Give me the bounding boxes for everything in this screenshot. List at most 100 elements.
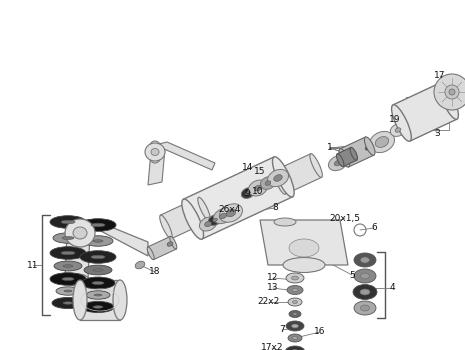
Ellipse shape [62,237,74,239]
Ellipse shape [293,313,297,315]
Ellipse shape [360,273,370,279]
Ellipse shape [65,219,95,247]
Ellipse shape [80,251,116,263]
Ellipse shape [273,170,286,194]
Polygon shape [183,157,292,239]
Text: 4: 4 [389,284,395,293]
Text: 18: 18 [149,267,161,276]
Text: 14: 14 [242,163,254,173]
Ellipse shape [113,280,127,320]
Ellipse shape [390,124,405,136]
Ellipse shape [267,169,288,187]
Ellipse shape [449,89,455,95]
Text: 7: 7 [279,326,285,335]
Ellipse shape [93,269,103,271]
Ellipse shape [241,188,255,198]
Ellipse shape [370,131,394,153]
Text: 17: 17 [434,71,446,80]
Ellipse shape [265,181,271,185]
Ellipse shape [170,236,177,249]
Ellipse shape [339,149,350,167]
Ellipse shape [93,240,103,242]
Text: 22x2: 22x2 [257,298,279,307]
Ellipse shape [288,298,302,306]
Ellipse shape [50,247,86,259]
Ellipse shape [82,301,114,313]
Polygon shape [337,147,357,167]
Ellipse shape [285,346,305,350]
Ellipse shape [283,258,325,273]
Ellipse shape [353,285,377,300]
Polygon shape [274,154,322,194]
Ellipse shape [360,142,376,154]
Ellipse shape [292,301,298,303]
Ellipse shape [438,83,458,119]
Ellipse shape [260,177,276,189]
Ellipse shape [167,242,173,246]
Ellipse shape [56,287,80,295]
Text: 3: 3 [434,128,440,138]
Text: 1: 1 [327,144,333,153]
Ellipse shape [360,305,370,311]
Ellipse shape [226,209,236,217]
Ellipse shape [91,223,105,227]
Ellipse shape [91,255,105,259]
Ellipse shape [274,175,282,181]
Ellipse shape [272,157,294,197]
Ellipse shape [80,219,116,231]
Text: 13: 13 [267,284,279,293]
Ellipse shape [292,324,299,328]
Ellipse shape [145,143,165,161]
Text: 26x4: 26x4 [219,205,241,215]
Text: 8: 8 [272,203,278,212]
Ellipse shape [287,286,303,294]
Ellipse shape [135,261,145,269]
Ellipse shape [392,105,412,141]
Ellipse shape [198,197,210,221]
Text: 19: 19 [389,116,401,125]
Ellipse shape [213,208,232,224]
Ellipse shape [53,233,83,243]
Ellipse shape [148,141,162,163]
Polygon shape [340,137,374,167]
Ellipse shape [86,291,110,299]
Ellipse shape [61,220,75,224]
Ellipse shape [54,261,82,271]
Ellipse shape [84,265,112,275]
Polygon shape [393,83,457,141]
Ellipse shape [50,273,86,285]
Ellipse shape [248,180,267,196]
Text: 20x1,5: 20x1,5 [330,214,360,223]
Ellipse shape [219,204,242,222]
Ellipse shape [94,294,102,296]
Polygon shape [155,142,215,170]
Text: 5: 5 [349,271,355,280]
Ellipse shape [445,85,459,99]
Ellipse shape [205,221,212,227]
Polygon shape [65,230,90,280]
Ellipse shape [62,278,74,280]
Polygon shape [148,148,165,185]
Ellipse shape [434,74,465,110]
Ellipse shape [354,269,376,283]
Ellipse shape [350,147,358,160]
Ellipse shape [354,253,376,267]
Ellipse shape [52,298,84,309]
Ellipse shape [219,213,227,219]
Ellipse shape [65,274,89,286]
Ellipse shape [208,215,222,225]
Text: 17x2: 17x2 [261,343,283,350]
Ellipse shape [292,276,299,280]
Text: 6: 6 [371,224,377,232]
Ellipse shape [50,216,86,228]
Ellipse shape [310,154,322,177]
Ellipse shape [63,302,73,304]
Ellipse shape [288,334,302,342]
Ellipse shape [334,160,342,166]
Ellipse shape [199,217,217,231]
Ellipse shape [286,321,304,331]
Ellipse shape [289,310,301,317]
Ellipse shape [151,148,159,155]
Ellipse shape [160,215,172,239]
Ellipse shape [341,146,363,163]
